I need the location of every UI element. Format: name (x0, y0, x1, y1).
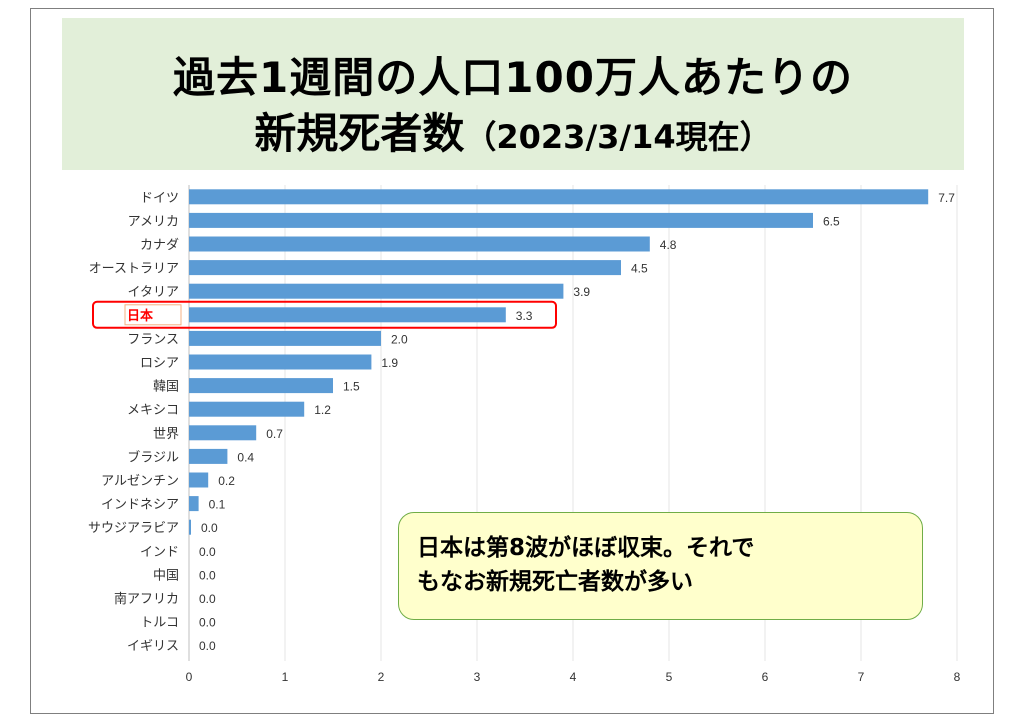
callout-line-1: 日本は第8波がほぼ収束。それで (417, 535, 755, 561)
bar (189, 519, 191, 535)
category-label: フランス (127, 332, 179, 347)
callout-text: 日本は第8波がほぼ収束。それで もなお新規死亡者数が多い (417, 531, 917, 599)
value-label: 0.0 (199, 592, 216, 606)
bar (189, 212, 813, 228)
highlight-tag-box (124, 304, 182, 326)
value-label: 6.5 (823, 214, 840, 228)
category-label: メキシコ (127, 403, 179, 418)
bar (189, 472, 209, 488)
category-label: 南アフリカ (114, 591, 179, 607)
value-label: 0.0 (201, 521, 218, 535)
category-label: インド (140, 545, 179, 560)
category-label: トルコ (140, 616, 179, 631)
x-tick-label: 5 (666, 670, 673, 684)
value-label: 0.0 (199, 568, 216, 582)
category-label: アメリカ (128, 214, 179, 229)
category-label: 日本 (127, 308, 153, 324)
category-label: アルゼンチン (101, 474, 179, 489)
category-label: イギリス (127, 639, 179, 654)
category-label: ロシア (140, 356, 179, 371)
value-label: 7.7 (938, 191, 955, 205)
value-label: 0.0 (199, 639, 216, 653)
value-label: 0.0 (199, 616, 216, 630)
value-label: 0.2 (218, 474, 235, 488)
bar (189, 260, 621, 276)
bar (189, 189, 929, 205)
bar (189, 425, 257, 441)
bar (189, 236, 650, 252)
value-label: 3.3 (516, 309, 533, 323)
value-label: 0.4 (237, 450, 254, 464)
bar (189, 330, 381, 346)
value-label: 1.5 (343, 380, 360, 394)
value-label: 3.9 (573, 285, 590, 299)
bar (189, 307, 506, 323)
category-label: インドネシア (101, 498, 179, 513)
title-box: 過去1週間の人口100万人あたりの 新規死者数（2023/3/14現在） (62, 18, 964, 170)
value-label: 4.8 (660, 238, 677, 252)
category-label: カナダ (140, 238, 179, 253)
callout-box: 日本は第8波がほぼ収束。それで もなお新規死亡者数が多い (398, 512, 923, 620)
title-date: （2023/3/14現在） (464, 118, 772, 156)
category-label: 中国 (153, 568, 179, 583)
x-tick-label: 7 (858, 670, 865, 684)
callout-line-2: もなお新規死亡者数が多い (417, 569, 693, 595)
title-line-1: 過去1週間の人口100万人あたりの (173, 53, 853, 102)
category-label: 韓国 (153, 380, 179, 395)
value-label: 0.7 (266, 427, 283, 441)
value-label: 2.0 (391, 332, 408, 346)
bar (189, 378, 333, 394)
value-label: 4.5 (631, 262, 648, 276)
x-tick-label: 4 (570, 670, 577, 684)
highlight-box (92, 300, 557, 329)
title-line-2: 新規死者数（2023/3/14現在） (62, 100, 964, 161)
value-label: 1.9 (381, 356, 398, 370)
x-tick-label: 3 (474, 670, 481, 684)
bar (189, 448, 228, 464)
category-label: オーストラリア (89, 262, 179, 277)
value-label: 0.1 (209, 498, 226, 512)
bar (189, 283, 564, 299)
x-tick-label: 6 (762, 670, 769, 684)
x-tick-label: 2 (378, 670, 385, 684)
x-tick-label: 8 (954, 670, 961, 684)
category-label: サウジアラビア (88, 521, 179, 536)
bar (189, 496, 199, 512)
value-label: 1.2 (314, 403, 331, 417)
category-label: ドイツ (140, 191, 179, 206)
bar (189, 401, 305, 417)
category-label: 世界 (153, 427, 179, 442)
category-label: ブラジル (127, 449, 179, 465)
title-main: 新規死者数 (254, 109, 465, 158)
category-label: イタリア (128, 285, 179, 300)
x-tick-label: 1 (282, 670, 289, 684)
bar (189, 354, 372, 370)
value-label: 0.0 (199, 545, 216, 559)
x-tick-label: 0 (186, 670, 193, 684)
